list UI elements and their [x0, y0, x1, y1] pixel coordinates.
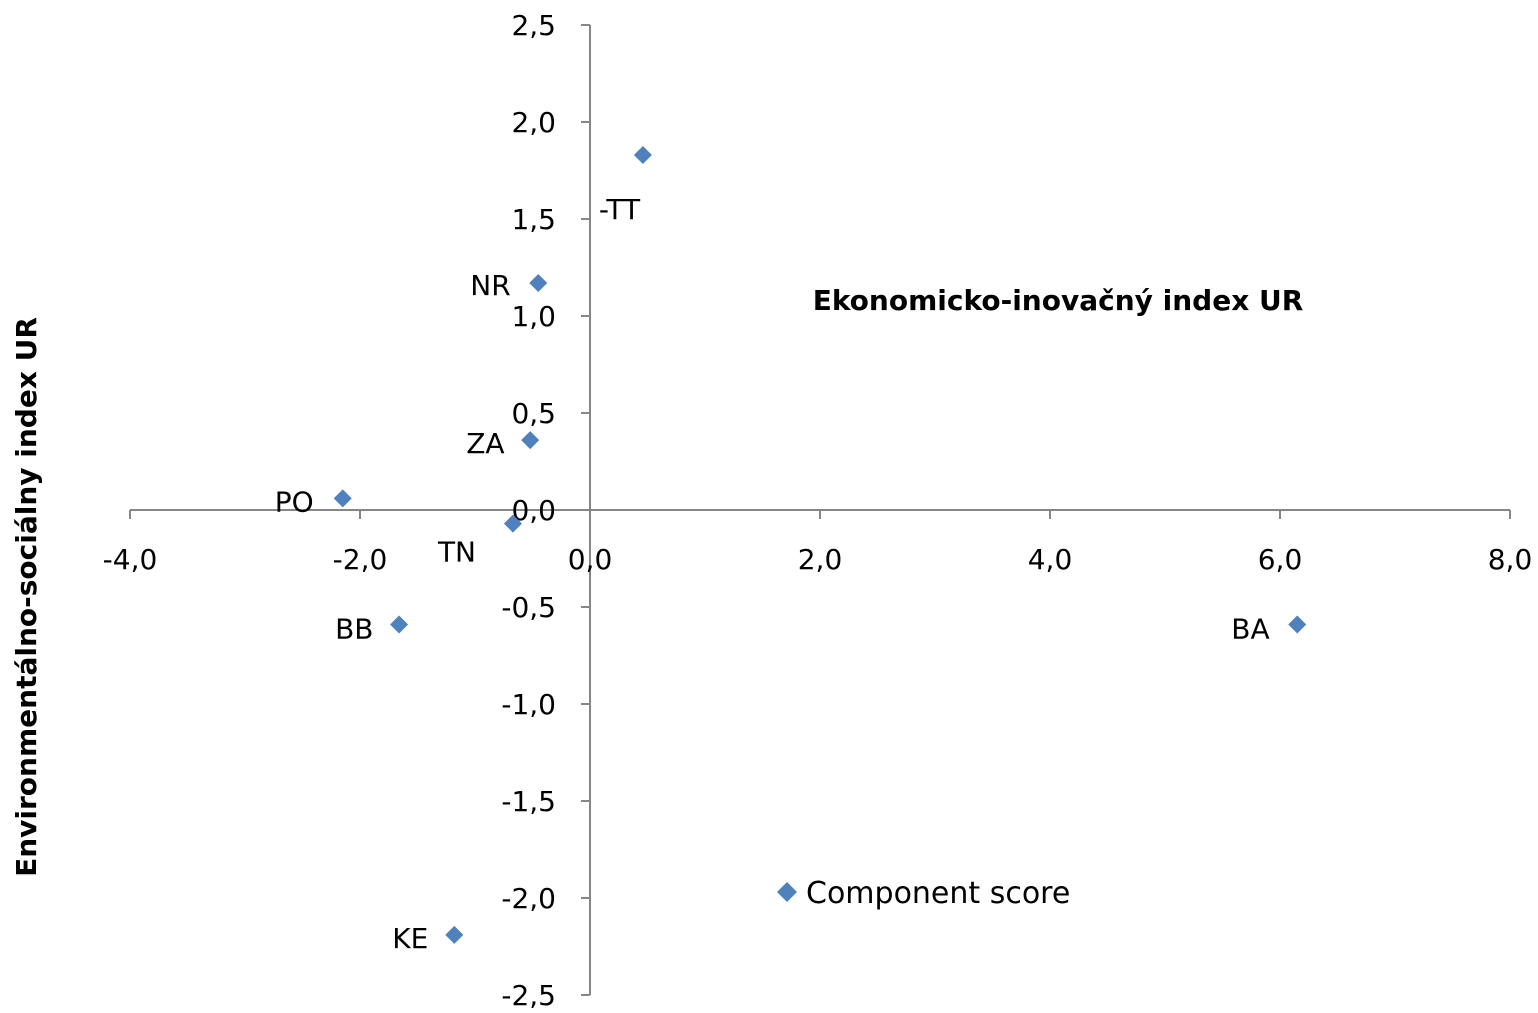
- legend-marker: [777, 882, 797, 902]
- data-label-za: ZA: [466, 427, 504, 460]
- data-point-bb: [390, 615, 409, 634]
- y-tick-label: 1,0: [511, 300, 556, 333]
- data-label-nr: NR: [470, 269, 510, 302]
- data-point-tt: [633, 145, 652, 164]
- legend: Component score: [777, 876, 1070, 911]
- y-tick-label: 2,5: [511, 9, 556, 42]
- x-tick-label: 4,0: [1028, 543, 1073, 576]
- point-labels: BA -TT NR ZA PO TN BB KE: [275, 193, 1270, 955]
- legend-label: Component score: [806, 876, 1070, 911]
- x-tick-label: 0,0: [568, 543, 613, 576]
- y-axis-ticks: 2,52,01,51,00,50,0-0,5-1,0-1,5-2,0-2,5: [501, 9, 590, 1012]
- x-tick-label: 6,0: [1258, 543, 1303, 576]
- data-label-ba: BA: [1231, 612, 1269, 645]
- y-tick-label: 1,5: [511, 203, 556, 236]
- data-label-ke: KE: [392, 922, 428, 955]
- x-axis-ticks: -4,0 -2,0 0,0 2,0 4,0 6,0 8,0: [103, 510, 1533, 576]
- x-tick-label: 8,0: [1488, 543, 1533, 576]
- y-tick-label: -2,5: [501, 979, 556, 1012]
- data-point-ba: [1288, 615, 1307, 634]
- y-tick-label: -2,0: [501, 882, 556, 915]
- data-label-bb: BB: [335, 612, 373, 645]
- data-point-ke: [445, 925, 464, 944]
- data-label-tt: -TT: [599, 193, 641, 226]
- data-point-tn: [503, 514, 522, 533]
- y-tick-label: -1,5: [501, 785, 556, 818]
- x-axis-title: Ekonomicko-inovačný index UR: [813, 284, 1304, 317]
- data-point-za: [521, 431, 540, 450]
- x-tick-label: 2,0: [798, 543, 843, 576]
- y-tick-label: 2,0: [511, 106, 556, 139]
- y-tick-label: -1,0: [501, 688, 556, 721]
- data-point-nr: [529, 274, 548, 293]
- data-point-po: [333, 489, 352, 508]
- data-label-po: PO: [275, 485, 314, 518]
- y-tick-label: -0,5: [501, 591, 556, 624]
- data-points: [333, 145, 1307, 944]
- data-label-tn: TN: [437, 536, 476, 569]
- x-tick-label: -4,0: [103, 543, 158, 576]
- y-tick-label: 0,5: [511, 397, 556, 430]
- y-axis-title: Environmentálno-sociálny index UR: [10, 317, 43, 877]
- x-tick-label: -2,0: [333, 543, 388, 576]
